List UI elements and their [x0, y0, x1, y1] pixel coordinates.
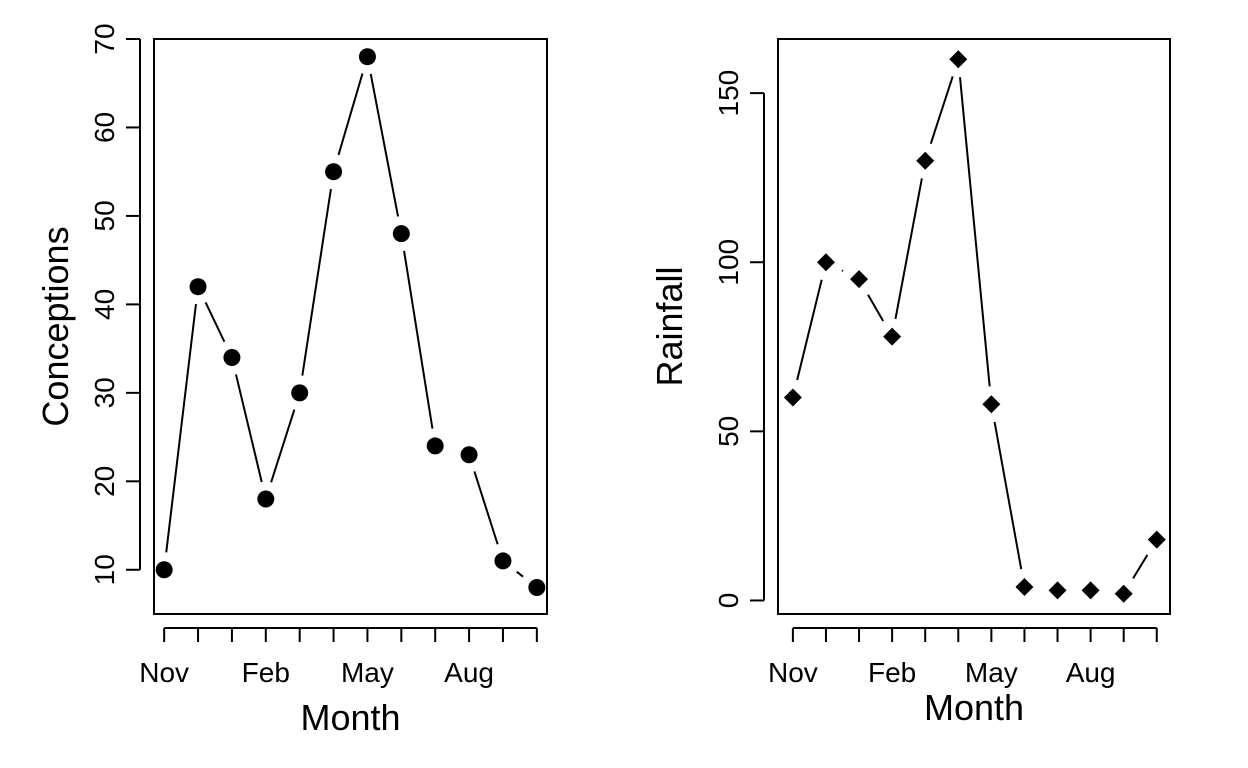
- x-tick-label: Feb: [868, 657, 916, 688]
- data-point: [949, 50, 968, 69]
- x-axis: Nov Feb May Aug: [768, 627, 1158, 688]
- y-tick-label: 0: [713, 593, 744, 609]
- line-segment: [993, 421, 1023, 570]
- data-point: [494, 552, 512, 570]
- plot-frame: [153, 38, 548, 615]
- line-segment: [894, 178, 923, 320]
- line-segment: [204, 302, 226, 343]
- data-point: [223, 348, 241, 366]
- y-tick-label: 60: [89, 112, 120, 143]
- data-point: [1015, 577, 1034, 596]
- x-axis: Nov Feb May Aug: [139, 627, 538, 688]
- x-tick-label: Nov: [139, 657, 189, 688]
- data-point: [257, 490, 275, 508]
- rainfall-panel: 0 50 100 150 Nov Feb May Aug Month Rainfall: [649, 38, 1171, 728]
- data-point: [291, 384, 309, 402]
- data-point: [783, 388, 802, 407]
- conceptions-panel: 10 20 30 40 50 60 70 Nov Feb May Aug Month Conceptio…: [35, 23, 548, 738]
- data-point: [883, 327, 902, 346]
- data-point: [982, 395, 1001, 414]
- data-point: [1147, 530, 1166, 549]
- y-axis: 10 20 30 40 50 60 70: [89, 23, 141, 585]
- line-segment: [403, 250, 434, 429]
- x-axis-title: Month: [924, 687, 1024, 728]
- line-segment: [235, 374, 263, 483]
- y-tick-label: 150: [713, 70, 744, 117]
- x-tick-label: May: [341, 657, 394, 688]
- y-tick-label: 40: [89, 289, 120, 320]
- data-point: [392, 225, 410, 243]
- line-segment: [473, 471, 499, 545]
- line-segment: [841, 269, 844, 272]
- plot-frame: [777, 38, 1171, 615]
- data-point: [155, 561, 173, 579]
- data-point: [916, 151, 935, 170]
- line-segment: [1132, 554, 1149, 579]
- y-tick-label: 100: [713, 239, 744, 286]
- y-tick-label: 30: [89, 377, 120, 408]
- data-series: [783, 50, 1166, 603]
- line-segment: [516, 570, 524, 578]
- data-point: [816, 253, 835, 272]
- data-point: [358, 48, 376, 66]
- y-axis-title: Conceptions: [35, 226, 76, 426]
- line-segment: [867, 294, 885, 322]
- line-segment: [796, 279, 823, 381]
- x-tick-label: Nov: [768, 657, 818, 688]
- y-axis: 0 50 100 150: [713, 70, 765, 609]
- data-point: [325, 163, 343, 181]
- y-axis-title: Rainfall: [649, 266, 690, 386]
- data-point: [850, 270, 869, 289]
- y-tick-label: 70: [89, 23, 120, 54]
- x-tick-label: Aug: [444, 657, 494, 688]
- line-segment: [959, 77, 991, 387]
- data-series: [155, 48, 546, 596]
- line-segment: [165, 303, 197, 553]
- y-tick-label: 50: [89, 200, 120, 231]
- data-point: [460, 446, 478, 464]
- x-tick-label: May: [965, 657, 1018, 688]
- x-tick-label: Feb: [242, 657, 290, 688]
- line-segment: [929, 76, 954, 144]
- y-tick-label: 20: [89, 466, 120, 497]
- data-point: [1048, 581, 1067, 600]
- data-point: [1114, 584, 1133, 603]
- data-point: [528, 578, 546, 596]
- y-tick-label: 50: [713, 416, 744, 447]
- line-segment: [301, 188, 332, 376]
- data-point: [426, 437, 444, 455]
- y-tick-label: 10: [89, 554, 120, 585]
- data-point: [1081, 581, 1100, 600]
- data-point: [189, 278, 207, 296]
- x-tick-label: Aug: [1066, 657, 1116, 688]
- line-segment: [270, 409, 296, 483]
- line-segment: [337, 73, 364, 156]
- x-axis-title: Month: [300, 697, 400, 738]
- line-segment: [369, 73, 400, 217]
